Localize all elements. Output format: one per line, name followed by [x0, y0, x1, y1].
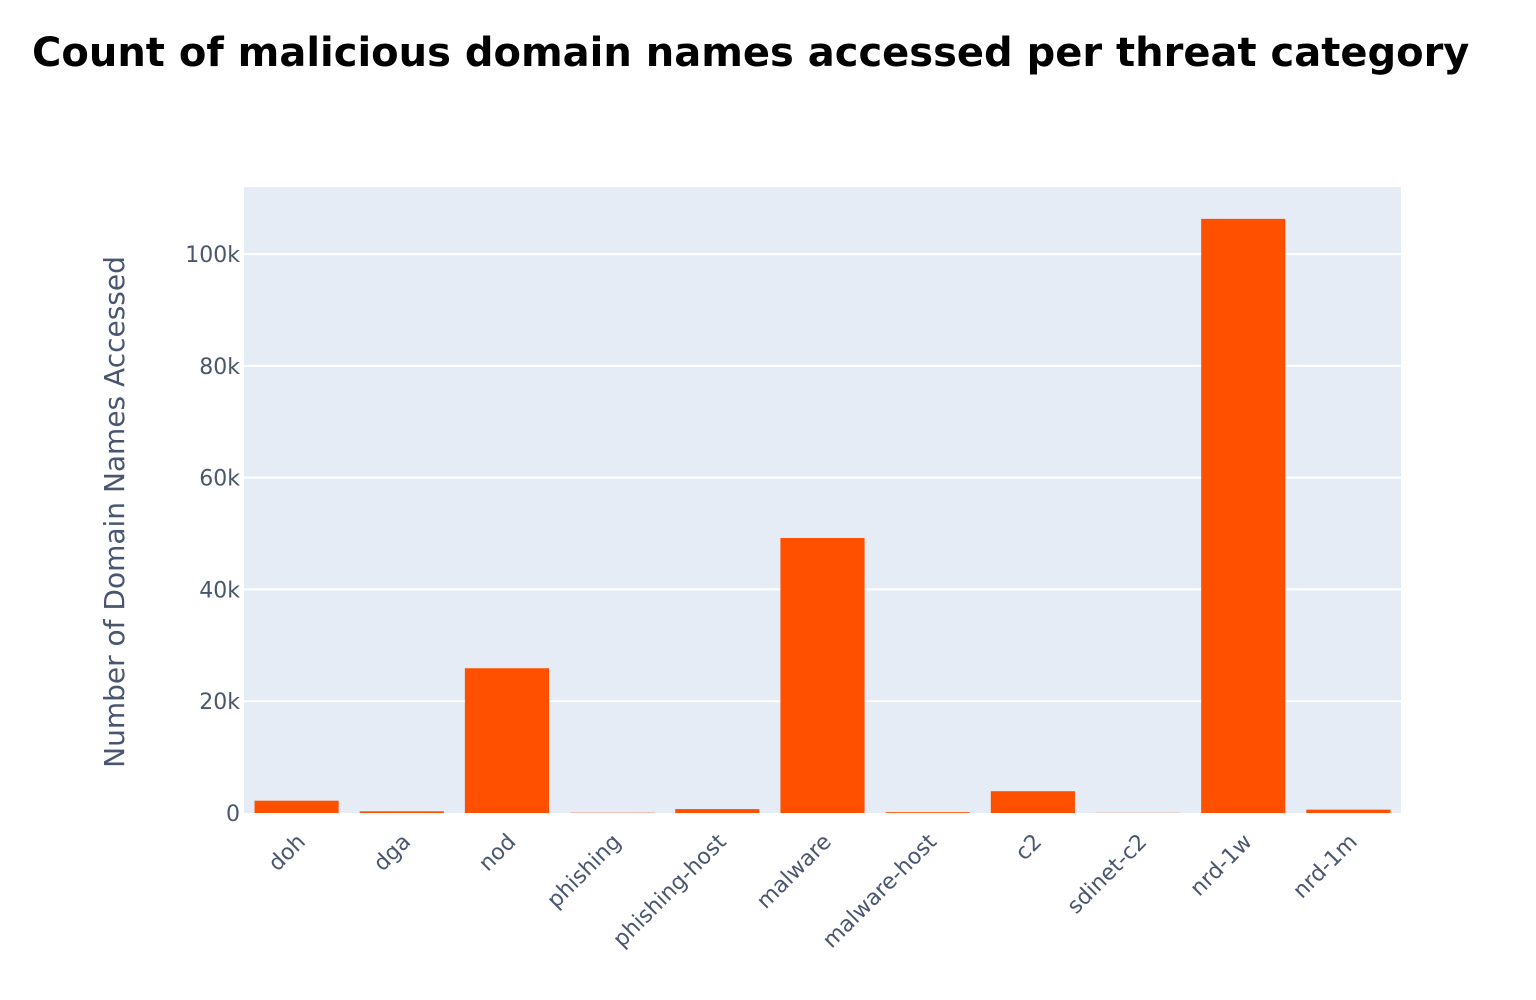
- y-tick-label: 80k: [199, 355, 240, 380]
- chart-title: Count of malicious domain names accessed…: [32, 30, 1470, 76]
- bar-phishing-host: [675, 809, 760, 813]
- y-axis-title: Number of Domain Names Accessed: [98, 256, 131, 768]
- bar-doh: [254, 800, 339, 813]
- bars: [254, 218, 1391, 813]
- x-tick-label-nrd-1w: nrd-1w: [1186, 830, 1258, 902]
- bar-nrd-1m: [1306, 809, 1391, 813]
- y-tick-label: 60k: [199, 467, 240, 492]
- x-tick-label-nrd-1m: nrd-1m: [1288, 830, 1362, 904]
- y-tick-label: 0: [226, 802, 240, 827]
- bar-malware-host: [885, 812, 970, 813]
- x-tick-label-phishing: phishing: [543, 830, 627, 914]
- x-tick-label-malware: malware: [752, 830, 837, 915]
- y-tick-label: 40k: [199, 578, 240, 603]
- x-tick-label-nod: nod: [474, 830, 521, 877]
- x-tick-label-dga: dga: [369, 830, 416, 877]
- bar-c2: [990, 791, 1075, 813]
- x-tick-label-sdinet-c2: sdinet-c2: [1063, 830, 1153, 920]
- x-tick-label-phishing-host: phishing-host: [609, 829, 732, 952]
- y-tick-label: 20k: [199, 690, 240, 715]
- bar-nod: [464, 668, 550, 813]
- y-tick-label: 100k: [185, 243, 240, 268]
- bar-nrd-1w: [1201, 218, 1286, 813]
- bar-dga: [359, 811, 444, 813]
- y-axis-ticks: 0 20k 40k 60k 80k 100k: [185, 243, 240, 827]
- x-tick-label-doh: doh: [264, 830, 311, 877]
- x-tick-label-malware-host: malware-host: [818, 829, 942, 953]
- x-tick-label-c2: c2: [1011, 830, 1047, 866]
- bar-malware: [780, 538, 865, 813]
